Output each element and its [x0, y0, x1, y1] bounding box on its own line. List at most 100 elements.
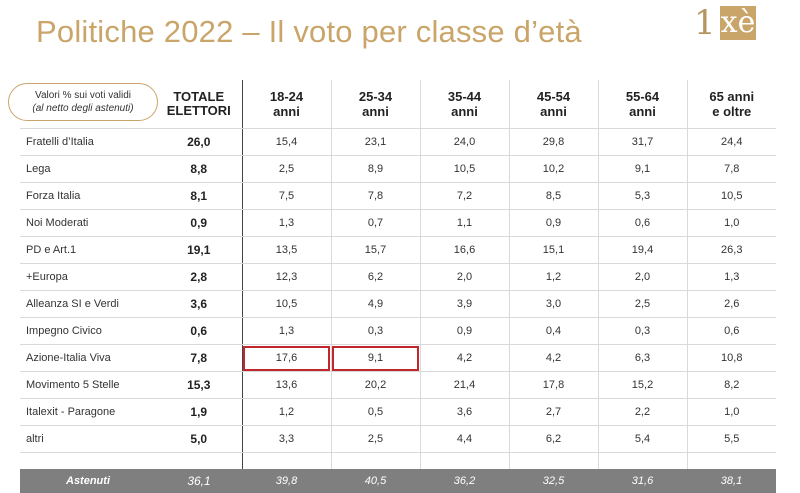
age-value: 1,2: [242, 399, 331, 426]
total-value: 3,6: [156, 291, 242, 318]
total-value: 1,9: [156, 399, 242, 426]
age-value: 6,2: [331, 264, 420, 291]
age-value: 6,2: [509, 426, 598, 453]
header-total: TOTALE ELETTORI: [156, 80, 242, 129]
header-total-line2: ELETTORI: [156, 104, 242, 118]
header-total-line1: TOTALE: [156, 90, 242, 104]
age-value: 17,8: [509, 372, 598, 399]
age-value: 26,3: [687, 237, 776, 264]
age-value: 0,5: [331, 399, 420, 426]
absent-value: 36,1: [156, 469, 242, 493]
age-value: 10,2: [509, 156, 598, 183]
header-age-line1: 35-44: [421, 89, 509, 104]
party-name: Movimento 5 Stelle: [20, 372, 156, 399]
age-value: 7,2: [420, 183, 509, 210]
absent-value: 40,5: [331, 469, 420, 493]
age-value: 1,0: [687, 210, 776, 237]
age-value: 1,3: [242, 318, 331, 345]
absent-value: 38,1: [687, 469, 776, 493]
total-value: 8,1: [156, 183, 242, 210]
age-value: 0,3: [331, 318, 420, 345]
age-value: 21,4: [420, 372, 509, 399]
legend-note: Valori % sui voti validi (al netto degli…: [8, 83, 158, 121]
header-age-35-44: 35-44 anni: [420, 80, 509, 129]
age-value: 1,2: [509, 264, 598, 291]
age-value: 5,5: [687, 426, 776, 453]
age-value: 20,2: [331, 372, 420, 399]
age-value: 5,4: [598, 426, 687, 453]
age-value: 31,7: [598, 129, 687, 156]
header-age-line2: anni: [421, 104, 509, 119]
total-value: 0,6: [156, 318, 242, 345]
age-value: 12,3: [242, 264, 331, 291]
header-age-line1: 45-54: [510, 89, 598, 104]
header-age-line2: anni: [510, 104, 598, 119]
age-value: 19,4: [598, 237, 687, 264]
party-name: altri: [20, 426, 156, 453]
party-name: Italexit - Paragone: [20, 399, 156, 426]
age-value: 1,3: [242, 210, 331, 237]
page-title: Politiche 2022 – Il voto per classe d’et…: [36, 14, 582, 50]
legend-line2: (al netto degli astenuti): [9, 102, 157, 115]
age-value: 9,1: [331, 345, 420, 372]
age-value: 10,5: [687, 183, 776, 210]
age-value: 8,9: [331, 156, 420, 183]
total-value: 26,0: [156, 129, 242, 156]
header-age-25-34: 25-34 anni: [331, 80, 420, 129]
age-value: 10,5: [420, 156, 509, 183]
age-value: 0,3: [598, 318, 687, 345]
total-value: 8,8: [156, 156, 242, 183]
age-value: 2,0: [598, 264, 687, 291]
party-name: Impegno Civico: [20, 318, 156, 345]
age-value: 15,2: [598, 372, 687, 399]
header-age-line2: e oltre: [688, 104, 777, 119]
age-value: 2,5: [242, 156, 331, 183]
age-value: 0,4: [509, 318, 598, 345]
age-value: 13,6: [242, 372, 331, 399]
header-age-18-24: 18-24 anni: [242, 80, 331, 129]
age-value: 15,1: [509, 237, 598, 264]
party-name: Lega: [20, 156, 156, 183]
spacer-cell: [687, 453, 776, 470]
spacer-cell: [242, 453, 331, 470]
age-value: 15,7: [331, 237, 420, 264]
party-name: Fratelli d’Italia: [20, 129, 156, 156]
party-name: PD e Art.1: [20, 237, 156, 264]
header-age-line2: anni: [599, 104, 687, 119]
age-value: 3,3: [242, 426, 331, 453]
age-value: 6,3: [598, 345, 687, 372]
age-value: 10,5: [242, 291, 331, 318]
age-value: 23,1: [331, 129, 420, 156]
age-value: 1,0: [687, 399, 776, 426]
age-value: 3,0: [509, 291, 598, 318]
spacer-cell: [331, 453, 420, 470]
spacer-cell: [420, 453, 509, 470]
age-value: 0,9: [509, 210, 598, 237]
age-value: 2,5: [331, 426, 420, 453]
age-value: 24,0: [420, 129, 509, 156]
total-value: 19,1: [156, 237, 242, 264]
age-value: 4,4: [420, 426, 509, 453]
age-value: 15,4: [242, 129, 331, 156]
legend-line1: Valori % sui voti validi: [9, 89, 157, 102]
header-age-line2: anni: [332, 104, 420, 119]
age-value: 5,3: [598, 183, 687, 210]
party-name: Noi Moderati: [20, 210, 156, 237]
ixe-logo: 1 xè: [694, 2, 760, 44]
absent-value: 32,5: [509, 469, 598, 493]
spacer-row: [20, 453, 776, 470]
age-value: 7,8: [331, 183, 420, 210]
header-age-65-plus: 65 anni e oltre: [687, 80, 776, 129]
age-value: 2,7: [509, 399, 598, 426]
age-value: 2,2: [598, 399, 687, 426]
